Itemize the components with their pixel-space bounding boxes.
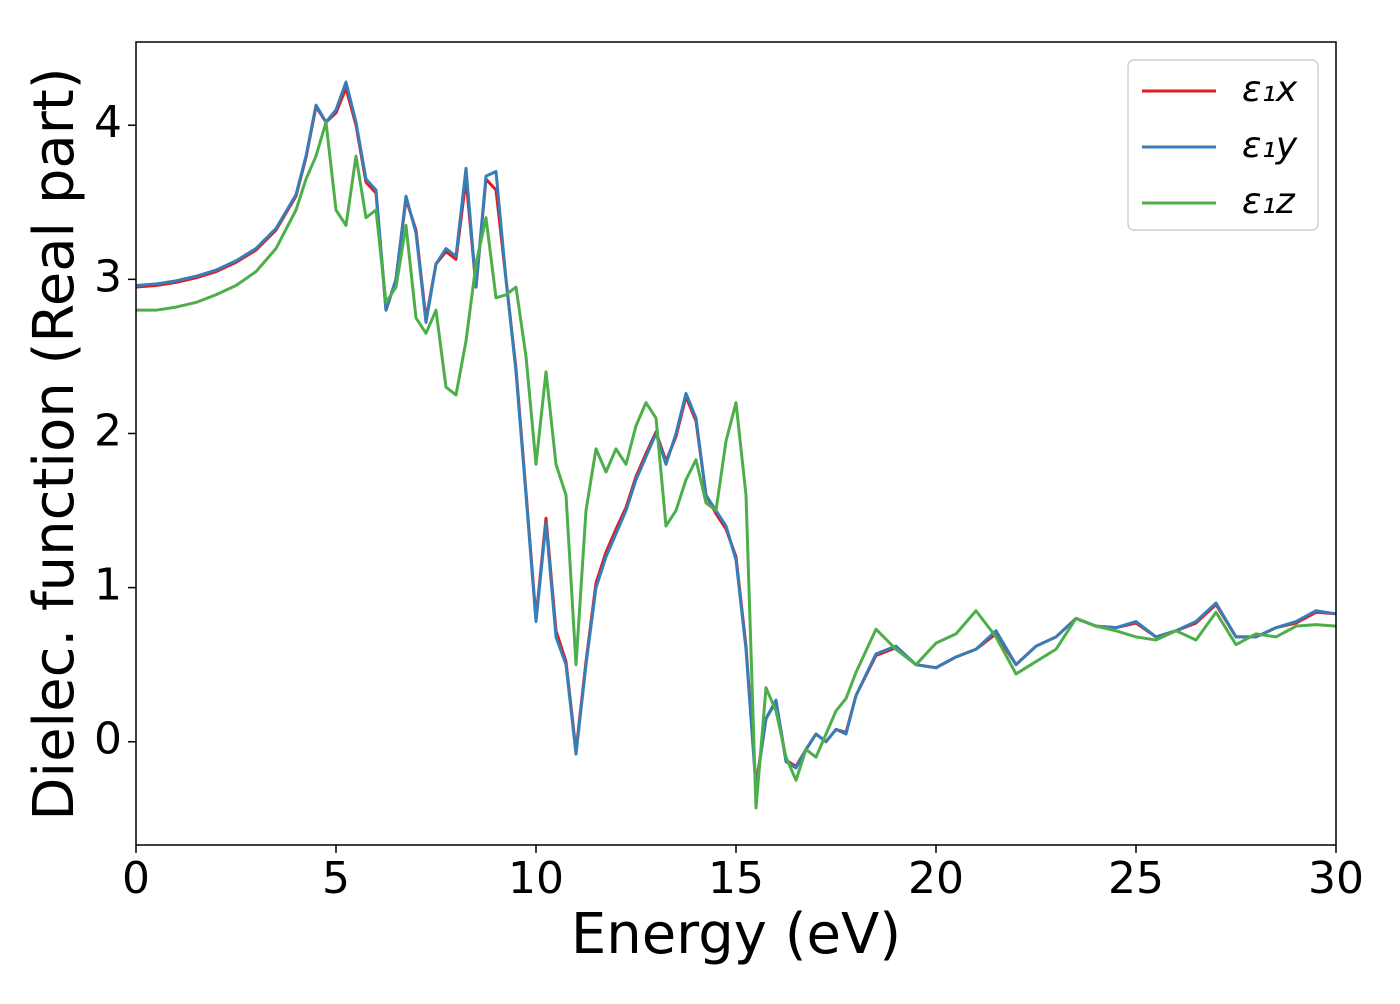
y-tick-label: 0	[94, 714, 122, 765]
x-tick-label: 0	[122, 853, 150, 904]
x-tick-label: 25	[1108, 853, 1164, 904]
plot-frame	[135, 41, 1337, 846]
series-line	[136, 120, 1337, 810]
x-tick-label: 30	[1308, 853, 1364, 904]
y-tick-label: 4	[94, 97, 122, 148]
legend-label: ε₁y	[1242, 125, 1298, 166]
y-tick-label: 3	[94, 251, 122, 302]
x-axis-label: Energy (eV)	[571, 902, 901, 967]
x-tick-label: 15	[708, 853, 764, 904]
x-tick-label: 5	[322, 853, 350, 904]
x-tick-label: 20	[908, 853, 964, 904]
x-tick-label: 10	[508, 853, 564, 904]
y-tick-label: 2	[94, 405, 122, 456]
y-tick-label: 1	[94, 560, 122, 611]
y-axis-label: Dielec. function (Real part)	[22, 67, 87, 820]
legend-label: ε₁x	[1242, 69, 1298, 110]
legend-label: ε₁z	[1242, 181, 1296, 222]
legend-box	[1127, 59, 1319, 231]
